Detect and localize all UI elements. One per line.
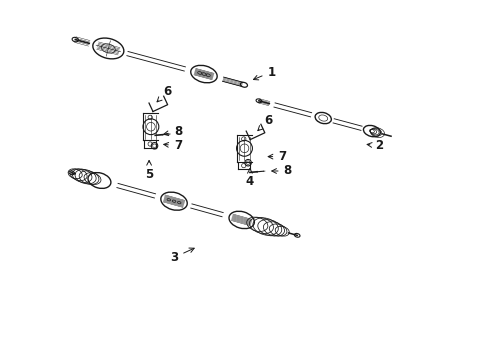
- Text: 4: 4: [245, 168, 253, 188]
- Text: 1: 1: [253, 66, 275, 80]
- Text: 7: 7: [163, 139, 182, 152]
- Text: 5: 5: [144, 161, 153, 181]
- Text: 7: 7: [267, 150, 286, 163]
- Text: 6: 6: [257, 114, 271, 131]
- Text: 6: 6: [157, 85, 171, 102]
- Text: 3: 3: [170, 248, 194, 264]
- Text: 8: 8: [163, 125, 182, 138]
- Text: 8: 8: [271, 165, 291, 177]
- Text: 2: 2: [366, 139, 383, 152]
